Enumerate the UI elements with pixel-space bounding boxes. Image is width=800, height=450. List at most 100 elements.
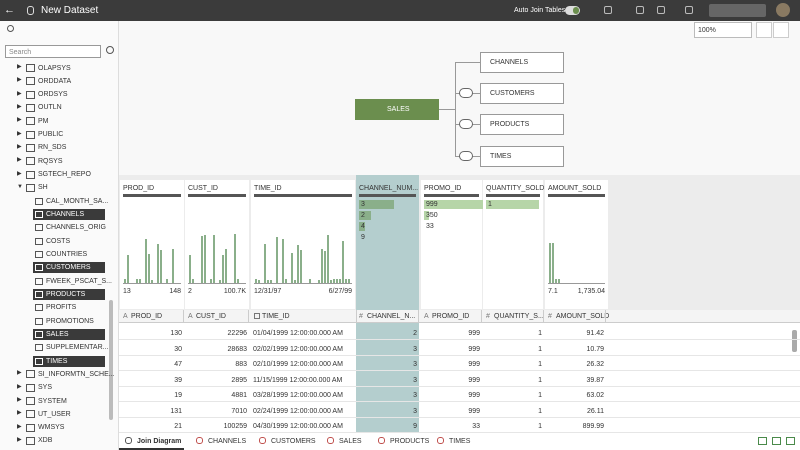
schema-label[interactable]: SI_INFORMTN_SCHE...: [38, 370, 115, 378]
tab-label[interactable]: Join Diagram: [137, 438, 182, 445]
join-icon[interactable]: [459, 119, 473, 129]
avatar[interactable]: [776, 3, 790, 17]
value-bar: [359, 200, 394, 209]
table-label[interactable]: PROMOTIONS: [46, 317, 94, 325]
join-icon[interactable]: [459, 88, 473, 98]
tab-label[interactable]: CUSTOMERS: [271, 438, 316, 445]
tab-label[interactable]: CHANNELS: [208, 438, 247, 445]
column-header[interactable]: CUST_ID: [196, 313, 226, 320]
histogram-axis: [188, 283, 246, 284]
tab-icon[interactable]: [259, 437, 266, 444]
schema-label[interactable]: UT_USER: [38, 410, 71, 418]
schema-label[interactable]: SH: [38, 184, 48, 192]
zoom-out[interactable]: [756, 22, 772, 38]
tree-caret: ▶: [17, 117, 22, 124]
profile-name: PROD_ID: [123, 185, 155, 192]
toolbar-icon[interactable]: [685, 6, 693, 14]
schema-label[interactable]: ORDDATA: [38, 77, 72, 85]
histogram-bar: [282, 238, 284, 283]
auto-join-toggle[interactable]: [565, 6, 580, 15]
table-label[interactable]: TIMES: [46, 357, 68, 365]
tab-icon[interactable]: [125, 437, 132, 444]
layout-icon[interactable]: [772, 437, 781, 445]
table-label[interactable]: SALES: [46, 330, 69, 338]
tab-icon[interactable]: [196, 437, 203, 444]
column-header[interactable]: PROMO_ID: [432, 313, 470, 320]
histogram-bar: [300, 250, 302, 283]
table-icon: [35, 317, 43, 325]
table-label[interactable]: SUPPLEMENTAR...: [46, 344, 109, 352]
target-node[interactable]: [480, 83, 564, 104]
tab-icon[interactable]: [437, 437, 444, 444]
tab-icon[interactable]: [327, 437, 334, 444]
column-header[interactable]: TIME_ID: [262, 313, 290, 320]
target-label: CUSTOMERS: [490, 90, 535, 97]
tab-label[interactable]: SALES: [339, 438, 362, 445]
value-bar: [424, 200, 499, 209]
table-label[interactable]: CHANNELS_ORIG: [46, 224, 106, 232]
table-label[interactable]: CUSTOMERS: [46, 264, 91, 272]
table-label[interactable]: CHANNELS: [46, 211, 85, 219]
table-label[interactable]: COSTS: [46, 237, 71, 245]
table-label[interactable]: CAL_MONTH_SA...: [46, 197, 109, 205]
diagram-area: [119, 21, 800, 175]
layout-icon[interactable]: [786, 437, 795, 445]
toolbar-icon[interactable]: [636, 6, 644, 14]
schema-icon: [26, 64, 35, 72]
schema-label[interactable]: RN_SDS: [38, 144, 67, 152]
schema-label[interactable]: OLAPSYS: [38, 64, 71, 72]
table-label[interactable]: FWEEK_PSCAT_S...: [46, 277, 112, 285]
cell: 999: [468, 345, 480, 353]
table-label[interactable]: PROFITS: [46, 304, 77, 312]
source-node[interactable]: [355, 99, 439, 120]
profile-bar: [486, 194, 540, 197]
schema-icon: [26, 436, 35, 445]
layout-icon[interactable]: [758, 437, 767, 445]
toolbar-icon[interactable]: [604, 6, 612, 14]
histogram-bar: [555, 279, 557, 283]
schema-label[interactable]: SYSTEM: [38, 397, 67, 405]
table-label[interactable]: PRODUCTS: [46, 290, 86, 298]
search-box[interactable]: [5, 45, 101, 58]
toolbar-icon[interactable]: [657, 6, 665, 14]
column-header[interactable]: AMOUNT_SOLD: [556, 313, 610, 320]
schema-label[interactable]: ORDSYS: [38, 91, 68, 99]
cell: 999: [468, 407, 480, 415]
tab-label[interactable]: TIMES: [449, 438, 471, 445]
schema-label[interactable]: SYS: [38, 384, 53, 392]
save-button[interactable]: [709, 4, 766, 17]
schema-label[interactable]: PUBLIC: [38, 131, 64, 139]
tree-caret: ▶: [17, 170, 22, 177]
schema-label[interactable]: XDB: [38, 437, 53, 445]
target-node[interactable]: [480, 114, 564, 135]
histogram-bar: [219, 279, 221, 283]
scrollbar[interactable]: [792, 330, 797, 352]
schema-label[interactable]: SGTECH_REPO: [38, 171, 91, 179]
table-label[interactable]: COUNTRIES: [46, 250, 88, 258]
sidebar-scrollbar[interactable]: [109, 300, 113, 420]
join-icon[interactable]: [459, 151, 473, 161]
cell: 28683: [227, 345, 247, 353]
column-header[interactable]: CHANNEL_N...: [367, 313, 416, 320]
dataset-title: New Dataset: [41, 5, 99, 16]
tab-icon[interactable]: [378, 437, 385, 444]
target-node[interactable]: [480, 52, 564, 73]
schema-label[interactable]: RQSYS: [38, 157, 63, 165]
back-button[interactable]: ←: [4, 4, 15, 16]
schema-label[interactable]: PM: [38, 117, 49, 125]
histogram-axis: [254, 283, 352, 284]
histogram-bar: [333, 279, 335, 283]
column-header[interactable]: QUANTITY_S...: [494, 313, 544, 320]
column-header[interactable]: PROD_ID: [131, 313, 163, 320]
zoom-in[interactable]: [773, 22, 789, 38]
schema-icon: [26, 130, 35, 139]
sidebar-tab-icon[interactable]: [7, 25, 14, 32]
add-button[interactable]: [106, 46, 114, 54]
tab-label[interactable]: PRODUCTS: [390, 438, 430, 445]
zoom-select[interactable]: [694, 22, 752, 38]
connector: [439, 109, 455, 110]
schema-label[interactable]: WMSYS: [38, 424, 65, 432]
target-node[interactable]: [480, 146, 564, 167]
schema-label[interactable]: OUTLN: [38, 104, 62, 112]
column-divider: [248, 310, 249, 323]
